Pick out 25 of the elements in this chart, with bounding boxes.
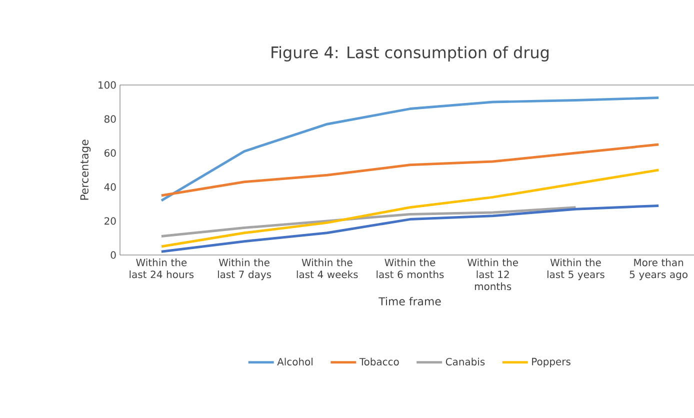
line-series <box>160 206 577 238</box>
x-axis-title: Time frame <box>378 296 441 306</box>
legend-label: Canabis <box>446 358 485 366</box>
line-series <box>160 143 660 197</box>
x-tick-label: Within the last 24 hours <box>130 258 194 278</box>
y-tick-label: 20 <box>104 217 116 225</box>
y-axis-title: Percentage <box>80 140 91 200</box>
y-tick-label: 60 <box>104 149 116 157</box>
x-tick-label: Within the last 6 months <box>376 258 444 278</box>
x-tick-label: Within the last 12 months <box>467 258 518 290</box>
x-tick-label: Within the last 5 years <box>547 258 604 280</box>
line-series <box>160 204 660 253</box>
chart-title: Figure 4: Last consumption of drug <box>272 46 549 62</box>
y-tick-label: 100 <box>98 81 116 89</box>
y-tick-label: 0 <box>110 251 116 259</box>
x-tick-label: Within the last 7 days <box>218 258 272 280</box>
legend-label: Tobacco <box>359 358 399 366</box>
line-series <box>160 168 660 248</box>
x-tick-label: Within the last 4 weeks <box>296 258 358 278</box>
legend-label: Poppers <box>532 358 570 368</box>
line-series <box>160 96 660 202</box>
y-tick-label: 80 <box>104 115 116 123</box>
y-tick-label: 40 <box>104 183 116 191</box>
x-tick-label: More than 5 years ago <box>630 258 688 280</box>
legend-label: Alcohol <box>277 358 312 366</box>
